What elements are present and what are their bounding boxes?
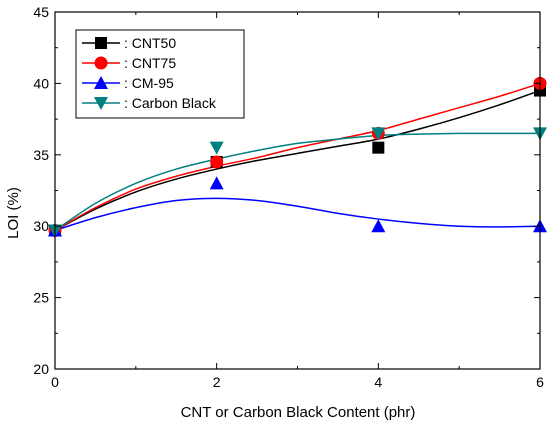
y-tick-label: 25: [33, 290, 49, 306]
legend-label: : CM-95: [124, 75, 174, 91]
ticks: 0 2 4 6 20 25 30 35 40 45: [33, 4, 544, 390]
legend-label: : Carbon Black: [124, 95, 217, 111]
y-tick-label: 40: [33, 75, 49, 91]
fit-lines: [54, 82, 541, 232]
series-2-point: [371, 219, 386, 233]
y-tick-label: 30: [33, 218, 49, 234]
x-tick-label: 2: [213, 374, 221, 390]
series-3-point: [371, 127, 386, 141]
series-3-point: [209, 141, 224, 155]
x-tick-label: 0: [51, 374, 59, 390]
legend-label: : CNT50: [124, 35, 176, 51]
series-2-point: [209, 176, 224, 190]
legend-marker: [94, 56, 108, 70]
series-2-line: [54, 197, 541, 232]
series-0-line: [54, 89, 541, 232]
legend-marker: [94, 97, 108, 110]
y-tick-label: 35: [33, 147, 49, 163]
x-tick-label: 4: [374, 374, 382, 390]
series-0-point: [372, 141, 385, 154]
series-1-point: [210, 155, 224, 169]
y-tick-label: 45: [33, 4, 49, 20]
series-3-line: [54, 132, 540, 232]
legend-marker: [94, 76, 108, 89]
y-axis-title: LOI (%): [5, 187, 22, 239]
legend-label: : CNT75: [124, 55, 176, 71]
legend: : CNT50 : CNT75 : CM-95 : Carbon Black: [75, 29, 245, 119]
legend-marker: [95, 37, 107, 49]
x-axis-title: CNT or Carbon Black Content (phr): [181, 404, 416, 421]
series-1-line: [54, 82, 541, 232]
y-tick-label: 20: [33, 361, 49, 377]
x-tick-label: 6: [536, 374, 544, 390]
